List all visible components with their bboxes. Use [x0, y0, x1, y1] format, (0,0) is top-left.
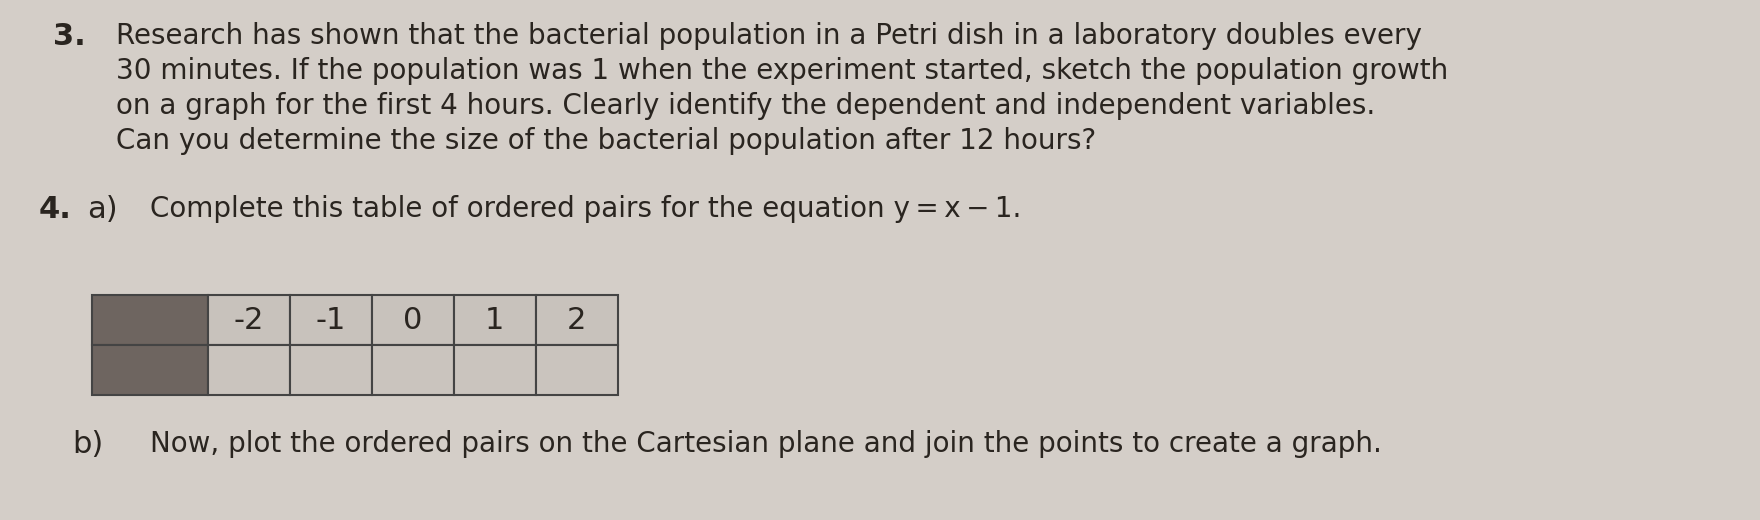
Text: 30 minutes. If the population was 1 when the experiment started, sketch the popu: 30 minutes. If the population was 1 when… — [116, 57, 1448, 85]
Text: 1: 1 — [486, 306, 505, 334]
Bar — [290, 295, 371, 345]
Text: -1: -1 — [315, 306, 345, 334]
Bar — [92, 345, 208, 395]
Text: on a graph for the first 4 hours. Clearly identify the dependent and independent: on a graph for the first 4 hours. Clearl… — [116, 92, 1375, 120]
Text: 2: 2 — [567, 306, 586, 334]
Text: Now, plot the ordered pairs on the Cartesian plane and join the points to create: Now, plot the ordered pairs on the Carte… — [150, 430, 1382, 458]
Text: a): a) — [86, 195, 118, 224]
Bar — [535, 345, 618, 395]
Bar — [290, 345, 371, 395]
Text: -2: -2 — [234, 306, 264, 334]
Text: Complete this table of ordered pairs for the equation y = x − 1.: Complete this table of ordered pairs for… — [150, 195, 1021, 223]
Bar — [92, 295, 208, 345]
Bar — [208, 345, 290, 395]
Text: b): b) — [72, 430, 104, 459]
Bar — [371, 295, 454, 345]
Text: 3.: 3. — [53, 22, 86, 51]
Text: 4.: 4. — [39, 195, 72, 224]
Text: Can you determine the size of the bacterial population after 12 hours?: Can you determine the size of the bacter… — [116, 127, 1096, 155]
Bar — [535, 295, 618, 345]
Text: Research has shown that the bacterial population in a Petri dish in a laboratory: Research has shown that the bacterial po… — [116, 22, 1422, 50]
Bar — [371, 345, 454, 395]
Bar — [454, 295, 535, 345]
Bar — [208, 295, 290, 345]
Bar — [454, 345, 535, 395]
Text: 0: 0 — [403, 306, 422, 334]
